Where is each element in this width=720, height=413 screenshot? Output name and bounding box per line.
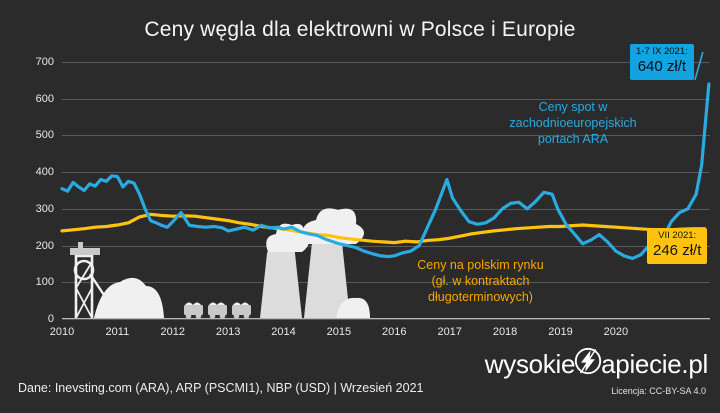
x-tick-2019: 2019 <box>548 326 573 338</box>
illustration-layer <box>70 208 370 319</box>
y-tick-400: 400 <box>35 166 54 179</box>
annotation-ara: Ceny spot w zachodnioeuropejskich portac… <box>509 100 637 146</box>
cooling-tower-right <box>304 244 350 318</box>
x-tick-2012: 2012 <box>160 326 186 338</box>
coal-cart-wheel <box>219 313 226 319</box>
y-tick-300: 300 <box>35 202 54 215</box>
series-lines <box>60 51 711 319</box>
y-tick-0: 0 <box>47 313 54 325</box>
x-tick-2015: 2015 <box>326 326 352 338</box>
y-tick-700: 700 <box>35 56 54 68</box>
x-tick-2016: 2016 <box>382 326 407 338</box>
logo-text-right: apiecie.pl <box>601 349 708 379</box>
x-tick-2013: 2013 <box>215 326 241 338</box>
callout-ara-date: 1-7 IX 2021: <box>636 46 688 57</box>
line-ara-price <box>60 82 711 261</box>
coal-cart-wheel <box>243 313 250 319</box>
callout-poland-date: VII 2021: <box>658 230 697 241</box>
coal-cart-body <box>232 305 251 315</box>
y-tick-100: 100 <box>35 276 54 289</box>
x-tick-2014: 2014 <box>271 326 296 338</box>
mine-winding-wheel <box>73 259 95 281</box>
coal-cart-wheel <box>185 313 192 319</box>
gridline-500 <box>62 135 710 137</box>
source-note: Dane: Inevsting.com (ARA), ARP (PSCMI1),… <box>18 381 424 395</box>
logo-lightning-icon <box>573 346 603 383</box>
mine-truss <box>75 261 93 319</box>
x-tick-2010: 2010 <box>49 326 75 338</box>
callout-ara-2021: 1-7 IX 2021: 640 zł/t <box>630 44 694 80</box>
mine-headframe-top <box>70 248 100 255</box>
site-logo: wysokie apiecie.pl <box>485 346 708 383</box>
y-tick-200: 200 <box>35 239 54 252</box>
y-tick-600: 600 <box>35 92 54 105</box>
gridline-100 <box>62 282 710 284</box>
callout-poland-2021: VII 2021: 246 zł/t <box>647 228 708 264</box>
license-note: Licencja: CC-BY-SA 4.0 <box>611 386 706 396</box>
line-poland-price <box>60 212 707 245</box>
callout-poland-value: 246 zł/t <box>653 241 702 259</box>
coal-cart-body <box>184 305 203 315</box>
annotation-poland: Ceny na polskim rynku (gł. w kontraktach… <box>417 258 544 304</box>
x-tick-2020: 2020 <box>603 326 629 338</box>
gridline-700 <box>62 62 710 63</box>
gridline-600 <box>62 98 710 100</box>
coal-pile <box>94 277 164 318</box>
x-tick-2018: 2018 <box>492 326 518 338</box>
plant-ground-cloud <box>336 297 370 318</box>
gridline-300 <box>62 208 710 210</box>
gridline-200 <box>62 245 710 247</box>
x-tick-2011: 2011 <box>105 326 130 338</box>
coal-cart-load <box>185 302 201 305</box>
coal-cart-wheel <box>209 313 216 319</box>
coal-cart-load <box>233 302 249 305</box>
page-title: Ceny węgla dla elektrowni w Polsce i Eur… <box>144 18 576 41</box>
gridline-0 <box>62 319 710 320</box>
x-axis-line <box>62 318 710 319</box>
coal-cart-load <box>209 302 225 305</box>
cooling-tower-left <box>260 252 302 318</box>
coal-cart-wheel <box>195 313 202 319</box>
plot-area: 0 100 200 300 400 500 600 700 2010 2011 2012 2013 2… <box>36 51 711 338</box>
callout-ara-value: 640 zł/t <box>637 57 687 75</box>
coal-cart-wheel <box>233 313 240 319</box>
mine-conveyor <box>89 273 111 305</box>
coal-cart-body <box>208 305 227 315</box>
gridline-400 <box>62 172 710 174</box>
blue-callout-leader <box>694 51 704 81</box>
y-tick-500: 500 <box>35 129 54 142</box>
mine-headframe-cap <box>78 242 83 249</box>
logo-text-left: wysokie <box>484 349 576 379</box>
x-tick-2017: 2017 <box>437 326 462 338</box>
